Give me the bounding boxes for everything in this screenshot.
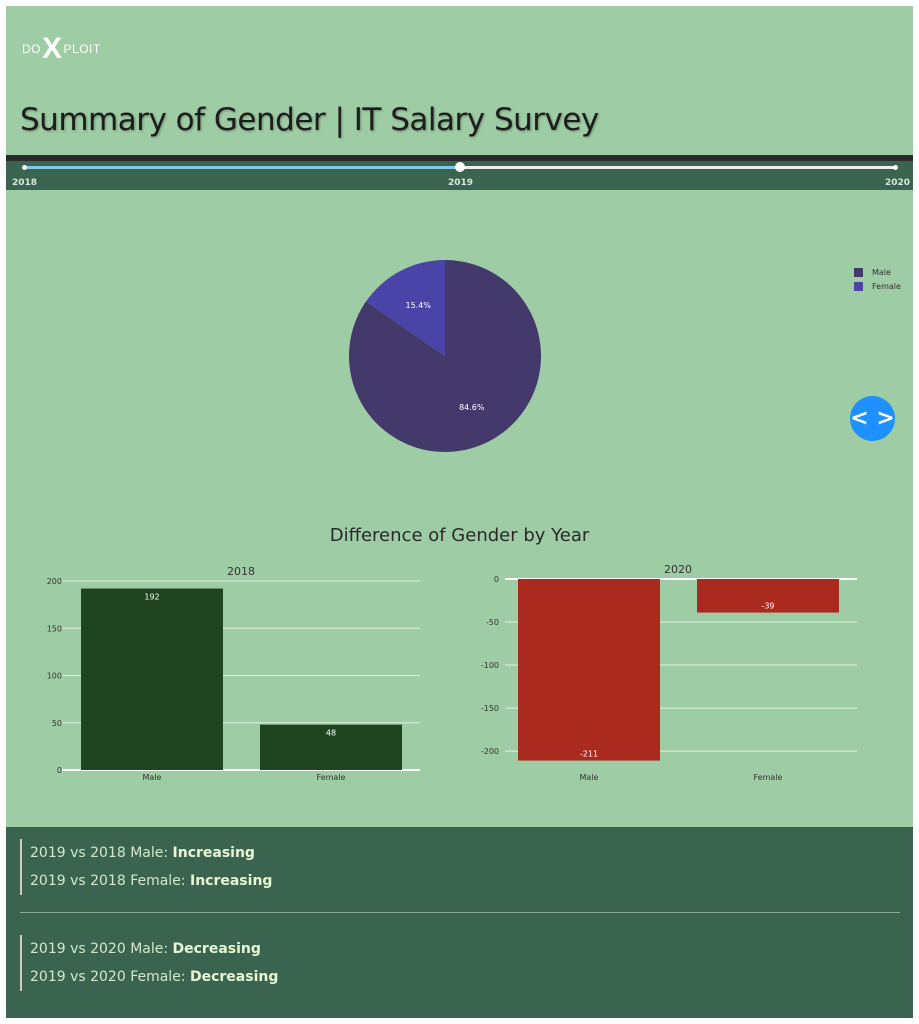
logo-text: PLOIT [63,42,101,56]
bar-male [518,579,660,761]
bar-female [697,579,839,613]
divider [6,155,913,161]
slider-handle[interactable] [455,162,465,172]
bar-chart-title: 2018 [227,565,255,578]
bar-value-label: 48 [326,729,336,738]
summary-value: Decreasing [172,941,261,957]
page-title: Summary of Gender | IT Salary Survey [20,102,599,138]
bar-value-label: -39 [761,602,774,611]
x-tick-label: Male [580,773,599,782]
y-tick-label: 200 [47,577,62,586]
y-tick-label: -100 [481,661,499,670]
pie-slice-male [348,260,541,452]
bar-chart-title: 2020 [664,563,692,576]
y-tick-label: 50 [52,719,62,728]
pie-slice-female [365,260,445,356]
code-chevrons-icon: < > [850,406,895,431]
charts-canvas: 15.4% 84.6% 2018 0 50 100 150 200 192 Male 48 Femal… [47,260,857,782]
summary-value: Decreasing [189,969,279,985]
legend-swatch [854,281,863,291]
slider-tick-2020[interactable]: 2020 [885,178,911,188]
logo-text: DO [22,42,41,56]
bar-value-label: -211 [580,750,598,759]
logo: DO X PLOIT [22,34,101,64]
summary-label: 2019 vs 2018 Female: [30,873,190,889]
legend-label: Female [872,281,901,291]
y-tick-label: 0 [494,575,499,584]
y-tick-label: 100 [47,672,62,681]
summary-group: 2019 vs 2020 Male: Decreasing 2019 vs 20… [20,935,278,991]
summary-line: 2019 vs 2018 Male: Increasing [30,839,272,867]
x-tick-label: Female [317,773,346,782]
slider-mark[interactable] [893,165,898,170]
slider-mark[interactable] [22,165,27,170]
summary-label: 2019 vs 2020 Female: [30,969,190,985]
y-tick-label: -150 [481,704,499,713]
bar-value-label: 192 [144,593,159,602]
bar-male [81,588,223,770]
legend-label: Male [872,267,891,277]
y-tick-label: -200 [481,747,499,756]
x-tick-label: Female [754,773,783,782]
logo-x: X [42,32,63,65]
legend-item-male[interactable]: Male [854,265,901,279]
summary-label: 2019 vs 2018 Male: [30,845,173,861]
code-chevrons-button[interactable]: < > [850,396,895,441]
summary-value: Increasing [189,873,273,889]
y-tick-label: -50 [486,618,499,627]
bar-female [260,724,402,770]
legend-swatch [854,267,863,277]
y-tick-label: 150 [47,624,62,633]
summary-panel: 2019 vs 2018 Male: Increasing 2019 vs 20… [6,827,913,1018]
summary-label: 2019 vs 2020 Male: [30,941,173,957]
summary-group: 2019 vs 2018 Male: Increasing 2019 vs 20… [20,839,272,895]
dashboard: DO X PLOIT Summary of Gender | IT Salary S… [6,6,913,1018]
summary-line: 2019 vs 2020 Female: Decreasing [30,963,278,991]
y-tick-label: 0 [57,766,62,775]
summary-line: 2019 vs 2020 Male: Decreasing [30,935,278,963]
year-slider[interactable]: 2018 2019 2020 [6,161,913,190]
pie-label: 15.4% [405,301,431,310]
summary-line: 2019 vs 2018 Female: Increasing [30,867,272,895]
legend-item-female[interactable]: Female [854,279,901,293]
summary-value: Increasing [172,845,255,861]
slider-tick-2019[interactable]: 2019 [448,178,474,188]
slider-tick-2018[interactable]: 2018 [12,178,38,188]
pie-legend: Male Female [854,265,901,293]
slider-fill [23,166,460,169]
bar-charts-title: Difference of Gender by Year [329,525,590,546]
x-tick-label: Male [143,773,162,782]
divider [20,912,900,913]
pie-label: 84.6% [459,403,485,412]
